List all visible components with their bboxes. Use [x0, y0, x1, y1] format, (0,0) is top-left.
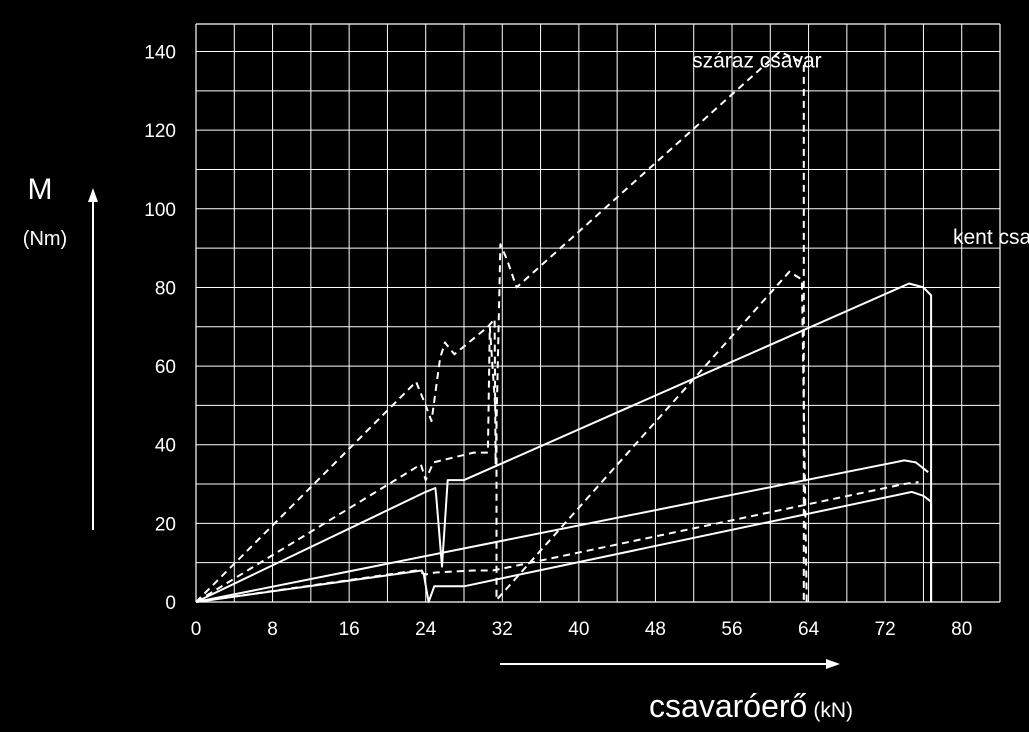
series-line-solid-5	[195, 490, 933, 603]
y-tick-label: 80	[155, 278, 176, 299]
x-tick-label: 8	[267, 619, 278, 640]
x-tick-label: 24	[415, 619, 437, 640]
y-axis-label: M	[28, 173, 53, 206]
series-line-dashed-0	[195, 50, 805, 603]
y-tick-label: 100	[144, 200, 176, 221]
y-tick-label: 60	[155, 357, 176, 378]
series-group	[195, 50, 933, 603]
grid	[195, 23, 1001, 603]
x-axis-label-unit: (kN)	[813, 699, 853, 722]
series-line-solid-4	[195, 459, 929, 603]
x-tick-label: 64	[798, 619, 820, 640]
annotation-dry-bolt: száraz csavar	[692, 49, 822, 72]
x-axis-arrow	[500, 659, 840, 669]
x-axis-label: csavaróerő (kN)	[649, 688, 853, 724]
x-tick-label: 72	[875, 619, 896, 640]
x-tick-label: 80	[951, 619, 972, 640]
tick-labels: 0 8 16 24 32 40 48 56 64 72 80 0 20 40 60 80 100 120 140	[144, 43, 972, 640]
x-tick-label: 48	[645, 619, 666, 640]
y-tick-label: 20	[155, 514, 176, 535]
annotation-lubricated-bolt: kent csavar	[953, 226, 1029, 249]
x-axis-label-main: csavaróerő	[649, 688, 807, 724]
y-axis-unit: (Nm)	[23, 228, 67, 250]
y-tick-label: 0	[165, 593, 176, 614]
series-line-solid-3	[195, 282, 933, 603]
series-line-dashed-2	[195, 481, 919, 603]
series-line-dashed-1	[195, 270, 808, 603]
y-tick-label: 120	[144, 121, 176, 142]
x-tick-label: 16	[339, 619, 360, 640]
x-tick-label: 40	[568, 619, 589, 640]
x-tick-label: 0	[191, 619, 202, 640]
y-axis-arrow	[88, 188, 98, 530]
y-tick-label: 40	[155, 436, 176, 457]
x-tick-label: 32	[492, 619, 513, 640]
x-tick-label: 56	[721, 619, 742, 640]
y-tick-label: 140	[144, 43, 176, 64]
